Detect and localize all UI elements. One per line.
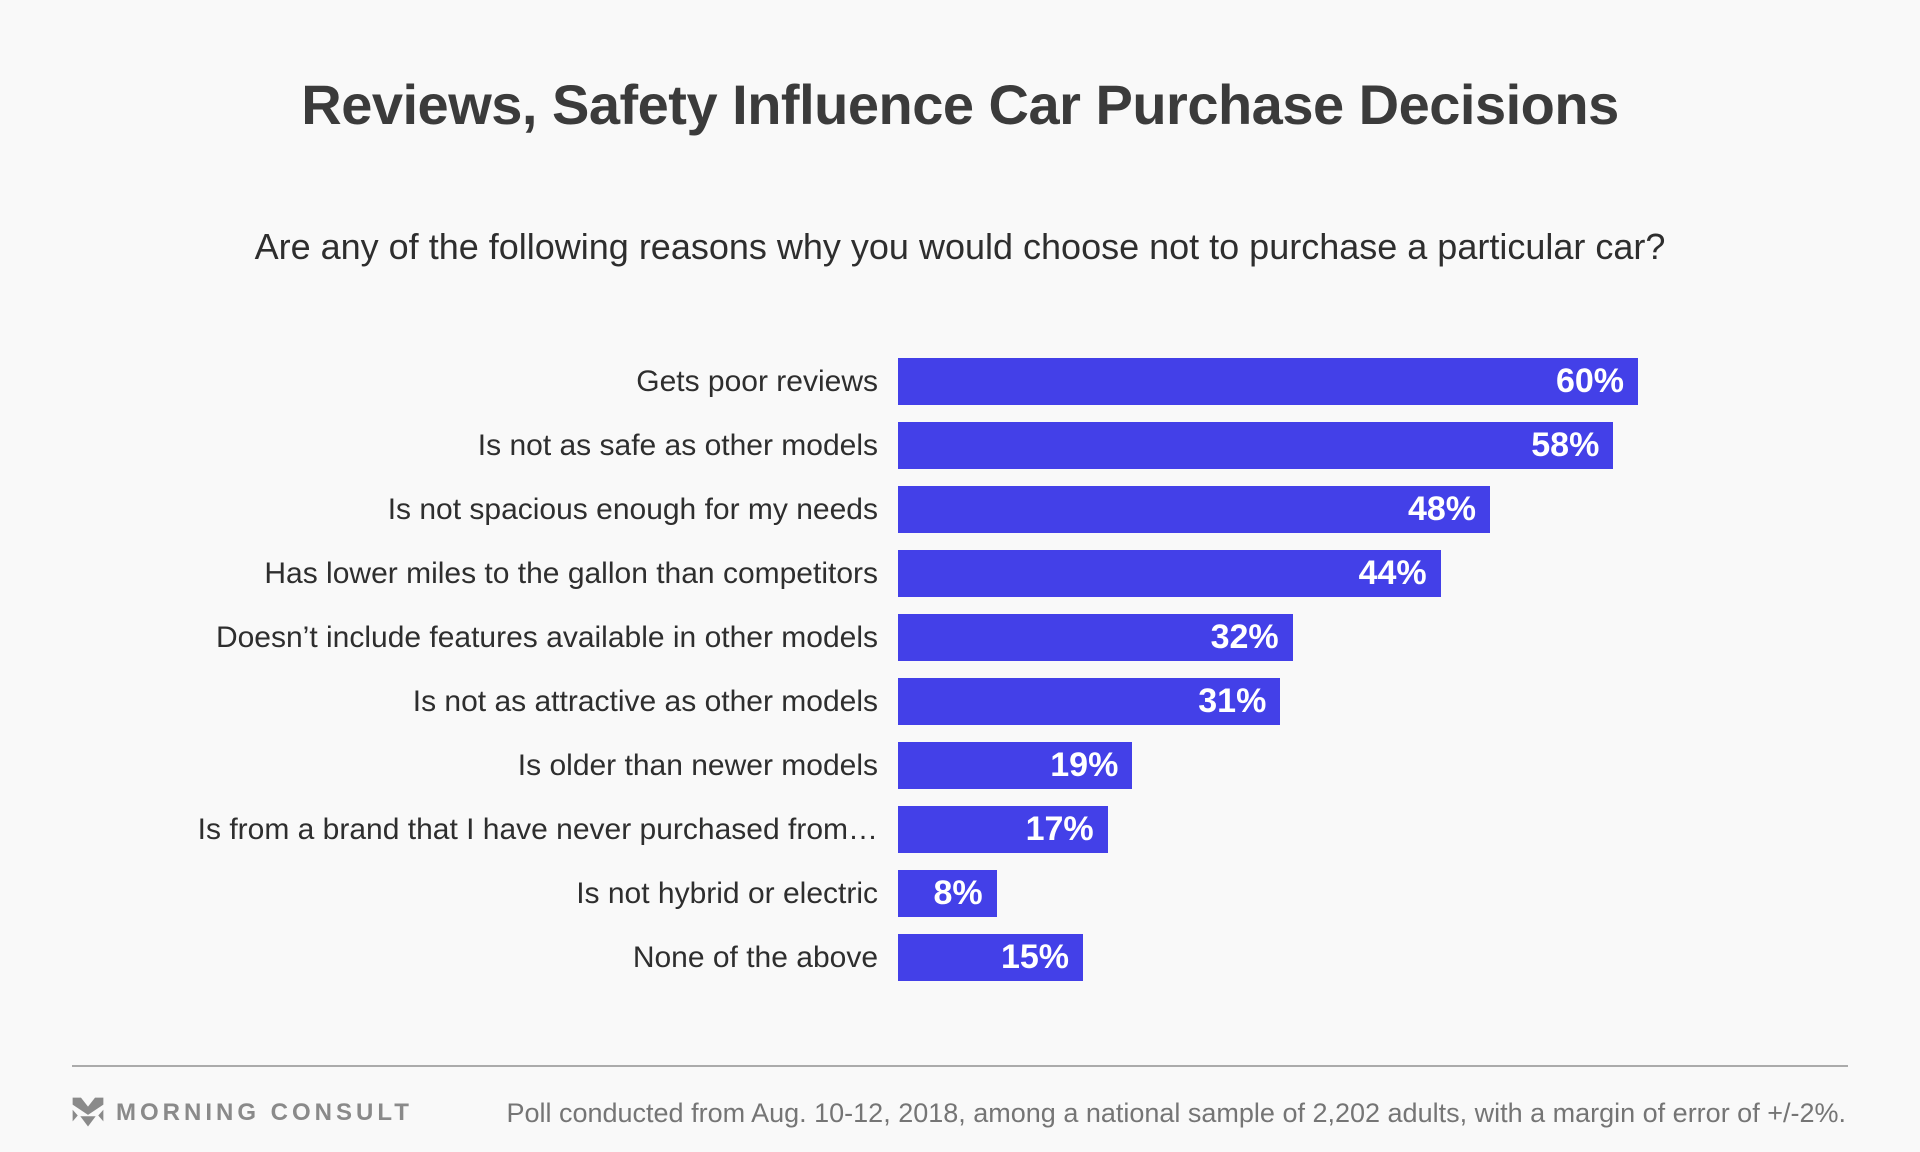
- bar-track: 44%: [898, 550, 1638, 597]
- bar-value-label: 58%: [1531, 426, 1600, 464]
- bar: 58%: [898, 422, 1614, 469]
- bar-value-label: 17%: [1025, 810, 1094, 848]
- bar: 15%: [898, 934, 1083, 981]
- bar-track: 17%: [898, 806, 1638, 853]
- bar: 19%: [898, 742, 1133, 789]
- chart-row: Is older than newer models 19%: [0, 742, 1920, 789]
- footer: MORNING CONSULT Poll conducted from Aug.…: [72, 1090, 1846, 1136]
- bar-value-label: 48%: [1407, 490, 1476, 528]
- bar-value-label: 44%: [1358, 554, 1427, 592]
- chart-row: Is not as attractive as other models 31%: [0, 678, 1920, 725]
- bar-track: 48%: [898, 486, 1638, 533]
- footer-divider: [72, 1065, 1848, 1067]
- bar: 44%: [898, 550, 1441, 597]
- bar-track: 19%: [898, 742, 1638, 789]
- chart-row: Has lower miles to the gallon than compe…: [0, 550, 1920, 597]
- bar: 48%: [898, 486, 1490, 533]
- chart-row: None of the above 15%: [0, 934, 1920, 981]
- brand-lockup: MORNING CONSULT: [72, 1097, 413, 1129]
- bar-value-label: 8%: [933, 874, 983, 912]
- chart-row: Doesn’t include features available in ot…: [0, 614, 1920, 661]
- category-label: Is from a brand that I have never purcha…: [197, 813, 878, 846]
- bar: 60%: [898, 358, 1638, 405]
- bar-track: 31%: [898, 678, 1638, 725]
- bar-value-label: 32%: [1210, 618, 1279, 656]
- bar: 17%: [898, 806, 1108, 853]
- category-label: Doesn’t include features available in ot…: [215, 621, 878, 654]
- bar: 32%: [898, 614, 1293, 661]
- poll-methodology-note: Poll conducted from Aug. 10-12, 2018, am…: [506, 1097, 1846, 1128]
- bar-value-label: 15%: [1000, 938, 1069, 976]
- chart-row: Is not spacious enough for my needs 48%: [0, 486, 1920, 533]
- bar-track: 58%: [898, 422, 1638, 469]
- bar-value-label: 31%: [1198, 682, 1267, 720]
- bar-value-label: 19%: [1050, 746, 1119, 784]
- morning-consult-logo-icon: [72, 1097, 104, 1127]
- category-label: Is not spacious enough for my needs: [387, 493, 878, 526]
- bar-value-label: 60%: [1555, 362, 1624, 400]
- category-label: Is not as attractive as other models: [412, 685, 878, 718]
- chart-title: Reviews, Safety Influence Car Purchase D…: [301, 73, 1619, 136]
- brand-name: MORNING CONSULT: [116, 1099, 413, 1126]
- bar: 31%: [898, 678, 1281, 725]
- bar-track: 60%: [898, 358, 1638, 405]
- bar-track: 32%: [898, 614, 1638, 661]
- bar-track: 15%: [898, 934, 1638, 981]
- category-label: None of the above: [632, 941, 878, 974]
- category-label: Is older than newer models: [517, 749, 878, 782]
- category-label: Gets poor reviews: [636, 365, 878, 398]
- chart-row: Is not hybrid or electric 8%: [0, 870, 1920, 917]
- bar: 8%: [898, 870, 997, 917]
- chart-row: Is not as safe as other models 58%: [0, 422, 1920, 469]
- chart-row: Is from a brand that I have never purcha…: [0, 806, 1920, 853]
- category-label: Is not hybrid or electric: [576, 877, 878, 910]
- category-label: Has lower miles to the gallon than compe…: [264, 557, 878, 590]
- bar-track: 8%: [898, 870, 1638, 917]
- chart-subtitle: Are any of the following reasons why you…: [254, 226, 1666, 267]
- chart-row: Gets poor reviews 60%: [0, 358, 1920, 405]
- horizontal-bar-chart: Gets poor reviews 60% Is not as safe as ot…: [0, 358, 1920, 998]
- category-label: Is not as safe as other models: [477, 429, 878, 462]
